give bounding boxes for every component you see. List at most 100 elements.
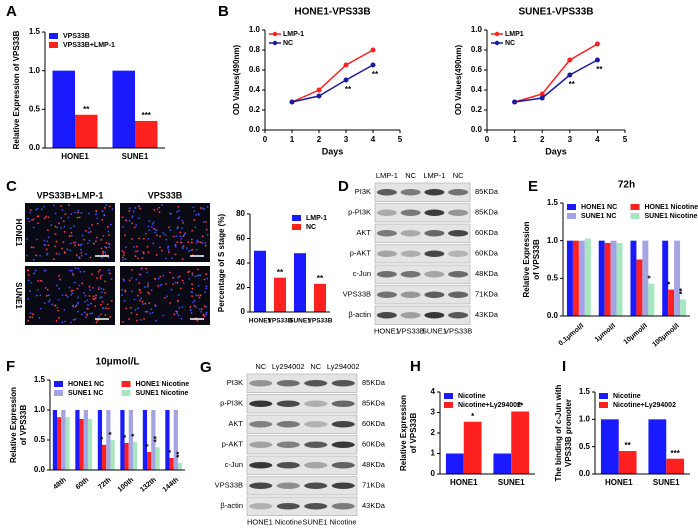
bar bbox=[578, 240, 585, 316]
y-tick-label: 1.0 bbox=[34, 405, 46, 414]
significance: *** bbox=[142, 111, 152, 120]
y-tick-label: 0.5 bbox=[579, 442, 591, 451]
cell bbox=[134, 255, 137, 258]
cell bbox=[121, 288, 124, 291]
cell bbox=[99, 269, 101, 271]
image-column-label: VPS33B bbox=[148, 190, 183, 200]
cell bbox=[152, 221, 155, 224]
cell bbox=[72, 225, 75, 228]
cell bbox=[138, 273, 141, 276]
y-tick-label: 1.5 bbox=[547, 198, 559, 207]
cell bbox=[195, 214, 198, 216]
cell bbox=[43, 243, 46, 246]
cell bbox=[154, 304, 157, 307]
blot-band bbox=[448, 209, 469, 216]
cell bbox=[88, 227, 91, 230]
cell bbox=[105, 246, 108, 249]
cell bbox=[154, 231, 156, 234]
cell bbox=[152, 242, 155, 245]
blot-band bbox=[376, 312, 397, 319]
legend-label: HONE1 NC bbox=[581, 204, 617, 211]
blot-band bbox=[304, 380, 328, 387]
micrograph-bg bbox=[120, 203, 210, 262]
cell bbox=[47, 236, 50, 239]
cell bbox=[187, 241, 190, 244]
cell bbox=[121, 250, 124, 252]
cell bbox=[72, 274, 75, 276]
cell bbox=[150, 308, 153, 311]
cell bbox=[88, 285, 91, 288]
cell bbox=[35, 208, 38, 211]
panel-label: I bbox=[562, 358, 566, 375]
cell bbox=[29, 209, 32, 212]
cell bbox=[205, 285, 208, 288]
blot-band bbox=[249, 400, 273, 407]
cell bbox=[94, 240, 97, 243]
cell bbox=[36, 207, 39, 210]
cell bbox=[58, 222, 60, 225]
cell bbox=[104, 314, 107, 316]
cell bbox=[177, 209, 180, 212]
y-tick-label: 1.0 bbox=[547, 236, 559, 245]
bar bbox=[445, 453, 464, 474]
x-tick-label: SUNE1 bbox=[122, 152, 149, 161]
blot-strip bbox=[246, 394, 358, 414]
cell bbox=[168, 226, 170, 229]
micrograph bbox=[120, 203, 210, 262]
cell bbox=[160, 249, 163, 252]
cell bbox=[179, 235, 182, 238]
cell bbox=[200, 241, 202, 244]
legend-label: VPS33B+LMP-1 bbox=[63, 42, 115, 49]
blot-strip bbox=[374, 182, 471, 202]
cell bbox=[92, 242, 95, 245]
cell bbox=[84, 229, 87, 232]
x-tick-label: 5 bbox=[623, 135, 628, 144]
x-tick-label: 2 bbox=[317, 135, 322, 144]
cell bbox=[161, 204, 163, 206]
cell bbox=[64, 252, 66, 254]
y-tick-label: 0.2 bbox=[249, 105, 261, 114]
blot-band bbox=[249, 482, 273, 489]
cell bbox=[32, 226, 35, 229]
panel-label: H bbox=[410, 358, 421, 375]
cell bbox=[99, 296, 102, 299]
cell bbox=[166, 295, 168, 298]
cell bbox=[162, 232, 165, 234]
point bbox=[343, 62, 349, 68]
cell bbox=[60, 217, 63, 219]
y-tick-label: 0.2 bbox=[471, 105, 483, 114]
cell bbox=[191, 287, 194, 290]
cell bbox=[61, 321, 64, 324]
bar bbox=[165, 410, 170, 470]
cell bbox=[181, 247, 184, 250]
cell bbox=[108, 246, 110, 248]
cell bbox=[191, 248, 194, 251]
y-tick-label: 0.0 bbox=[249, 125, 261, 134]
blot-band bbox=[276, 441, 300, 448]
blot-band bbox=[276, 400, 300, 407]
blot-row-label: β-actin bbox=[220, 501, 243, 510]
cell bbox=[101, 210, 104, 213]
cell bbox=[137, 257, 139, 260]
significance: ** bbox=[83, 105, 90, 114]
legend-swatch bbox=[630, 204, 640, 210]
legend-marker bbox=[494, 31, 500, 37]
blot-band bbox=[249, 380, 273, 387]
legend-marker bbox=[272, 31, 278, 37]
y-tick-label: 0.0 bbox=[34, 465, 46, 474]
bar bbox=[600, 419, 619, 474]
cell bbox=[47, 216, 50, 219]
point bbox=[370, 47, 376, 53]
significance: * bbox=[666, 281, 675, 285]
cell bbox=[135, 313, 138, 316]
legend-label: SUNE1 NC bbox=[68, 390, 103, 397]
blot-row-label: c-Jun bbox=[225, 460, 243, 469]
cell bbox=[133, 226, 136, 229]
cell bbox=[30, 281, 33, 284]
cell bbox=[147, 225, 150, 228]
cell bbox=[58, 274, 60, 277]
cell bbox=[148, 302, 151, 304]
cell bbox=[204, 244, 207, 247]
cell bbox=[55, 319, 58, 322]
x-tick-label: 3 bbox=[344, 135, 349, 144]
